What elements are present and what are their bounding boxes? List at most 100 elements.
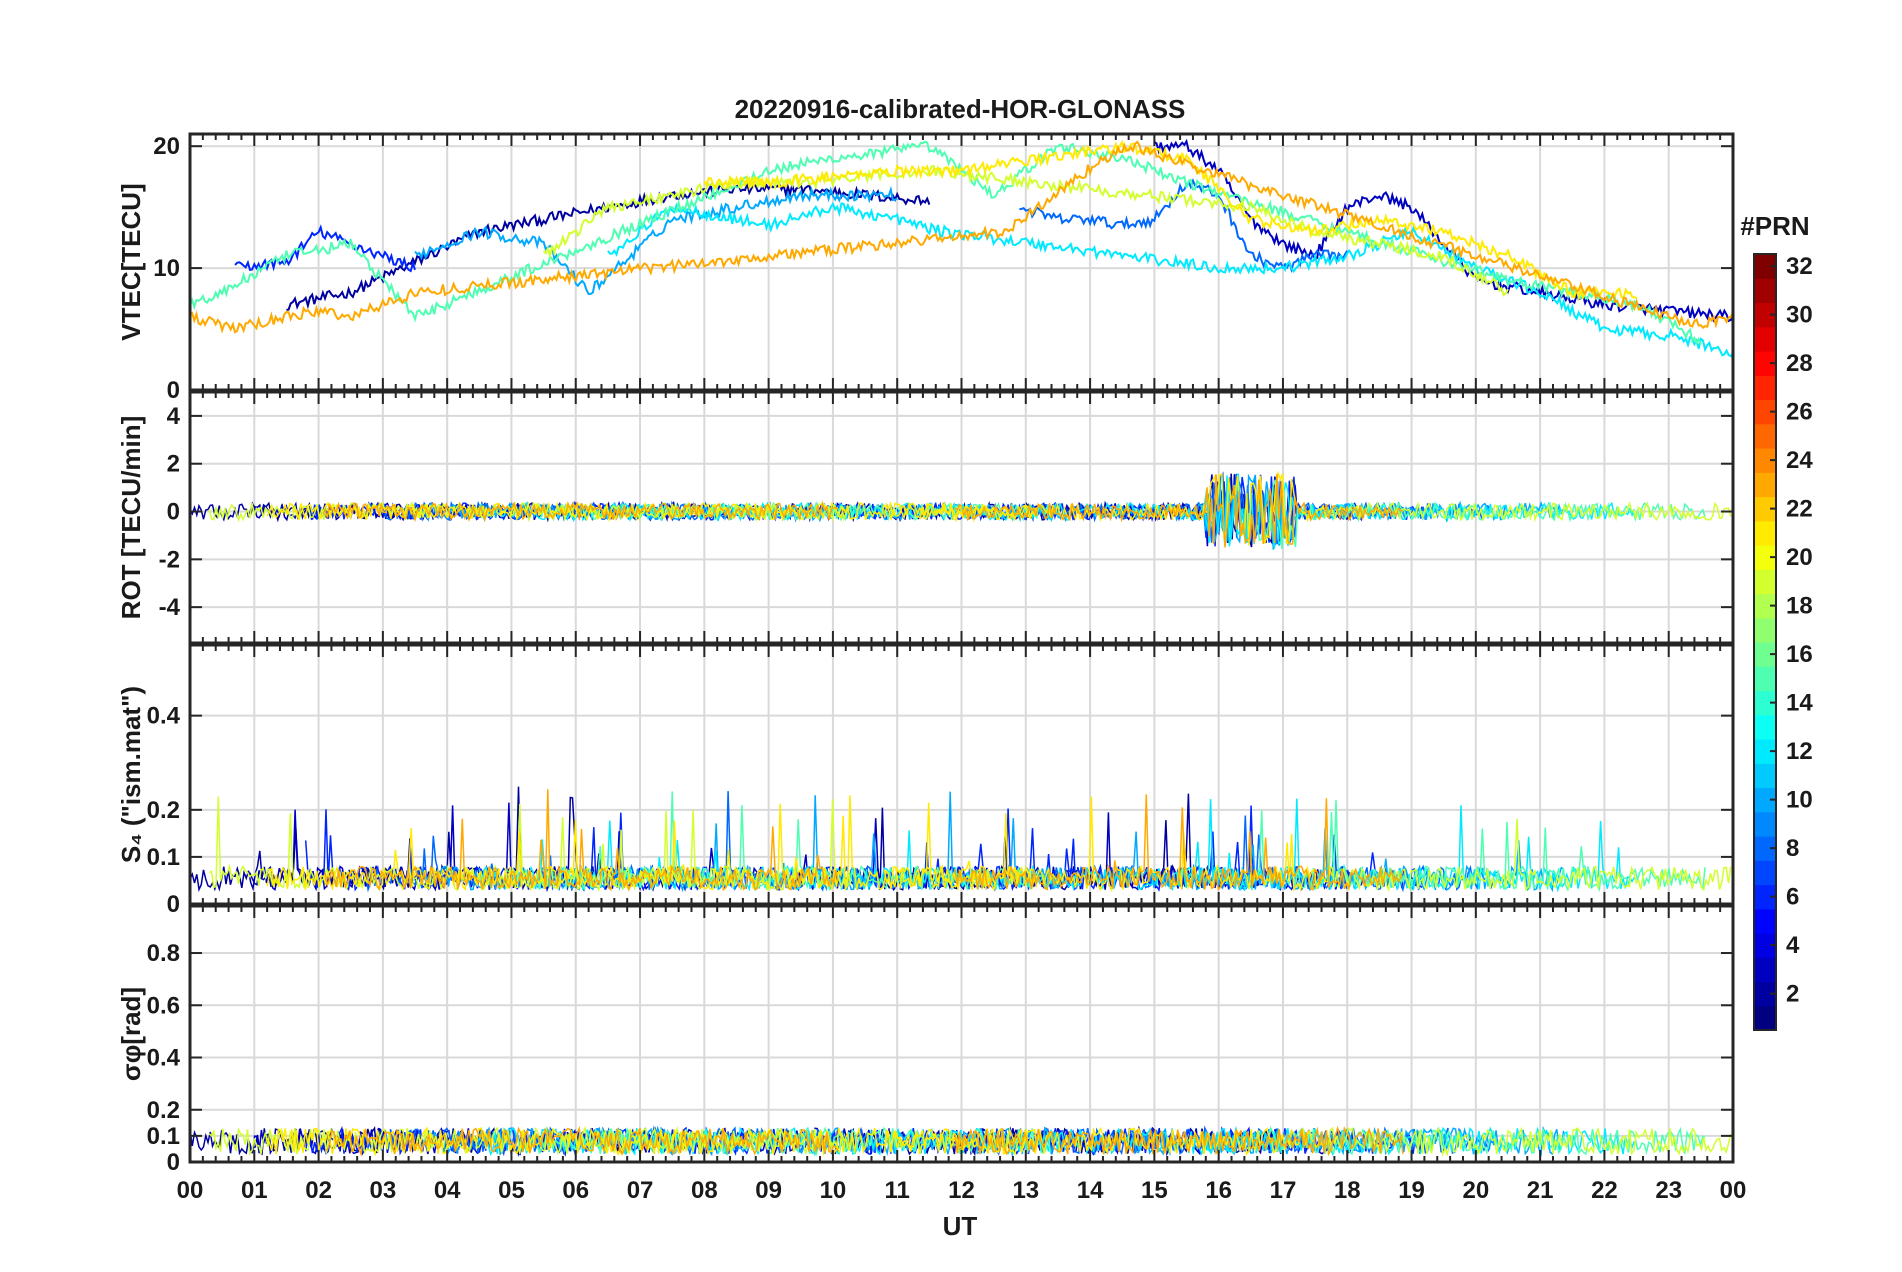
y-tick-label: 2 [167,451,180,478]
x-tick-label: 19 [1398,1177,1425,1204]
x-axis-label: UT [943,1211,978,1241]
y-tick-label: 0.2 [147,797,180,824]
y-axis-label: S₄ ("ism.mat") [116,686,146,863]
x-tick-label: 22 [1591,1177,1618,1204]
colorbar-swatch [1754,326,1776,352]
colorbar-swatch [1754,375,1776,401]
panel-vtec: 0 10 20 VTEC[TECU] [116,132,1735,404]
x-tick-label: 03 [370,1177,397,1204]
colorbar-swatch [1754,884,1776,910]
panel-s4: 0 0.1 0.2 0.4S₄ ("ism.mat") [116,643,1735,918]
s4-series-trace [324,789,1404,892]
colorbar-tick-label: 18 [1786,593,1813,620]
x-tick-label: 02 [305,1177,332,1204]
colorbar-tick-label: 30 [1786,302,1813,329]
y-tick-label: 0.1 [147,1123,180,1150]
y-tick-label: 0 [167,377,180,404]
y-tick-label: 0 [167,1149,180,1176]
y-tick-label: 0.1 [147,844,180,871]
y-tick-label: 0.2 [147,1097,180,1124]
x-tick-label: 09 [755,1177,782,1204]
x-tick-label: 23 [1655,1177,1682,1204]
colorbar-swatch [1754,739,1776,764]
colorbar-tick-label: 22 [1786,496,1813,523]
colorbar-swatch [1754,957,1776,983]
x-tick-label: 11 [885,1177,910,1204]
colorbar-tick-label: 20 [1786,544,1813,571]
colorbar-tick-label: 24 [1786,447,1813,474]
y-tick-label: 0 [167,499,180,526]
colorbar-tick-label: 16 [1786,641,1813,668]
colorbar-swatch [1754,254,1776,279]
y-tick-label: 0.6 [147,992,180,1019]
x-tick-label: 07 [627,1177,654,1204]
colorbar-swatch [1754,666,1776,692]
x-tick-label: 20 [1462,1177,1489,1204]
vtec-series-line [414,185,898,296]
colorbar-tick-label: 6 [1786,884,1799,911]
colorbar-swatch [1754,302,1776,328]
colorbar-tick-label: 8 [1786,835,1799,862]
colorbar-tick-label: 2 [1786,981,1799,1008]
colorbar-swatch [1754,787,1776,813]
colorbar-swatch [1754,811,1776,837]
colorbar-swatch [1754,351,1776,376]
colorbar-swatch [1754,642,1776,667]
colorbar-tick-label: 10 [1786,787,1813,814]
colorbar-swatch [1754,908,1776,934]
panel-frame [188,132,1735,392]
y-axis-label: VTEC[TECU] [116,183,146,340]
colorbar-swatch [1754,836,1776,861]
rot-series-trace [324,473,1404,548]
colorbar-tick-label: 12 [1786,738,1813,765]
y-tick-label: 0 [167,891,180,918]
x-tick-label: 12 [948,1177,975,1204]
colorbar-swatch [1754,278,1776,304]
colorbar-tick-label: 4 [1786,932,1800,959]
panel-rot: -4 -2 0 2 4 ROT [TECU/min] [116,390,1735,645]
x-tick-label: 16 [1205,1177,1232,1204]
vtec-series-line [542,164,1509,297]
x-tick-label: 00 [1720,1177,1747,1204]
panel-frame [188,643,1735,906]
panel-frame [188,390,1735,645]
colorbar-swatch [1754,496,1776,522]
y-tick-label: 10 [153,255,180,282]
colorbar-swatch [1754,472,1776,498]
x-tick-label: 01 [241,1177,268,1204]
x-tick-label: 13 [1012,1177,1039,1204]
colorbar-swatch [1754,399,1776,425]
colorbar-swatch [1754,690,1776,716]
colorbar-tick-label: 14 [1786,690,1813,717]
colorbar-swatch [1754,448,1776,473]
colorbar-swatch [1754,569,1776,595]
y-tick-label: 0.4 [147,703,181,730]
x-tick-label: 00 [177,1177,204,1204]
x-tick-label: 18 [1334,1177,1361,1204]
x-tick-label: 05 [498,1177,525,1204]
colorbar-tick-label: 28 [1786,350,1813,377]
y-tick-label: 20 [153,133,180,160]
y-tick-label: 4 [167,403,181,430]
y-tick-label: -2 [159,546,180,573]
x-tick-label: 17 [1270,1177,1297,1204]
colorbar-swatch [1754,520,1776,546]
x-tick-label: 06 [562,1177,589,1204]
colorbar-title: #PRN [1740,211,1809,241]
y-tick-label: 0.4 [147,1045,181,1072]
x-tick-label: 08 [691,1177,718,1204]
y-tick-label: 0.8 [147,940,180,967]
vtec-series-line [190,140,1733,334]
colorbar-swatch [1754,593,1776,619]
vtec-series-line [1019,178,1349,274]
colorbar-frame [1753,253,1777,1031]
chart-title: 20220916-calibrated-HOR-GLONASS [735,94,1186,124]
colorbar-swatch [1754,545,1776,570]
x-tick-label: 14 [1077,1177,1104,1204]
colorbar-swatch [1754,423,1776,449]
vtec-series-line [286,180,931,311]
